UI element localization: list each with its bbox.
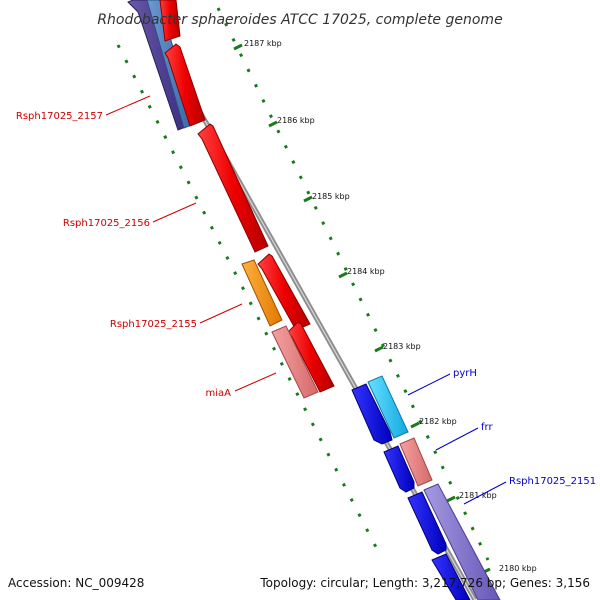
scale-dotted-guide-outer bbox=[216, 7, 490, 561]
gene-labels: Rsph17025_2157 Rsph17025_2156 Rsph17025_… bbox=[16, 111, 596, 487]
gene-arrow-lavender-2151[interactable] bbox=[423, 483, 501, 600]
accession-text: Accession: NC_009428 bbox=[8, 576, 144, 590]
tick-label-2180: 2180 kbp bbox=[499, 564, 537, 573]
tick-mark-2187 bbox=[233, 43, 243, 51]
gene-arrow-red-2157[interactable] bbox=[164, 43, 206, 127]
gene-arrow-blue-frr[interactable] bbox=[383, 445, 415, 493]
tick-label-2187: 2187 kbp bbox=[244, 39, 282, 48]
tick-label-2182: 2182 kbp bbox=[419, 417, 457, 426]
gene-label-pyrH[interactable]: pyrH bbox=[453, 368, 477, 379]
tick-mark-2184 bbox=[338, 271, 348, 279]
tick-mark-2181 bbox=[446, 495, 456, 503]
tick-label-2185: 2185 kbp bbox=[312, 192, 350, 201]
leader-line-2155 bbox=[199, 303, 243, 324]
gene-label-rsph17025-2156[interactable]: Rsph17025_2156 bbox=[63, 218, 150, 229]
gene-arrow-blue-2151[interactable] bbox=[407, 491, 447, 555]
gene-arrow-pink-miaA[interactable] bbox=[271, 325, 319, 399]
gene-label-rsph17025-2155[interactable]: Rsph17025_2155 bbox=[110, 319, 197, 330]
gene-arrow-pink-frr[interactable] bbox=[399, 437, 433, 487]
leader-line-2151 bbox=[463, 481, 507, 505]
gene-label-frr[interactable]: frr bbox=[481, 422, 493, 433]
leader-line-2157 bbox=[105, 95, 151, 116]
tick-label-2183: 2183 kbp bbox=[383, 342, 421, 351]
tick-mark-2183 bbox=[374, 345, 384, 353]
tick-mark-2185 bbox=[303, 195, 313, 203]
scale-dotted-guide-inner bbox=[116, 44, 382, 556]
gene-arrow-blue-bottom[interactable] bbox=[431, 553, 471, 600]
label-leaders bbox=[105, 95, 507, 505]
leader-line-pyrH bbox=[407, 373, 451, 396]
tick-mark-2182 bbox=[410, 421, 420, 429]
gene-arrow-blue-pyrH[interactable] bbox=[351, 383, 393, 445]
leader-line-frr bbox=[435, 427, 479, 451]
reverse-strand-genes bbox=[127, 0, 335, 399]
map-title: Rhodobacter sphaeroides ATCC 17025, comp… bbox=[97, 12, 502, 28]
gene-arrow-orange[interactable] bbox=[241, 259, 283, 327]
tick-label-2181: 2181 kbp bbox=[459, 491, 497, 500]
leader-line-2156 bbox=[152, 202, 197, 223]
tick-label-2184: 2184 kbp bbox=[347, 267, 385, 276]
leader-line-miaA bbox=[234, 372, 277, 392]
genome-summary-text: Topology: circular; Length: 3,217,726 bp… bbox=[259, 576, 590, 590]
gene-label-rsph17025-2151[interactable]: Rsph17025_2151 bbox=[509, 476, 596, 487]
gene-arrow-red-2156[interactable] bbox=[197, 123, 269, 253]
tick-label-2186: 2186 kbp bbox=[277, 116, 315, 125]
gene-arrow-red-top[interactable] bbox=[159, 0, 181, 42]
gene-arrow-navy[interactable] bbox=[127, 0, 189, 131]
tick-mark-2186 bbox=[268, 120, 278, 128]
gene-label-miaA[interactable]: miaA bbox=[206, 388, 232, 399]
forward-strand-genes bbox=[351, 375, 501, 600]
tick-labels: 2187 kbp 2186 kbp 2185 kbp 2184 kbp 2183… bbox=[244, 39, 537, 573]
gene-arrow-cyan-pyrH[interactable] bbox=[367, 375, 409, 439]
gene-label-rsph17025-2157[interactable]: Rsph17025_2157 bbox=[16, 111, 103, 122]
